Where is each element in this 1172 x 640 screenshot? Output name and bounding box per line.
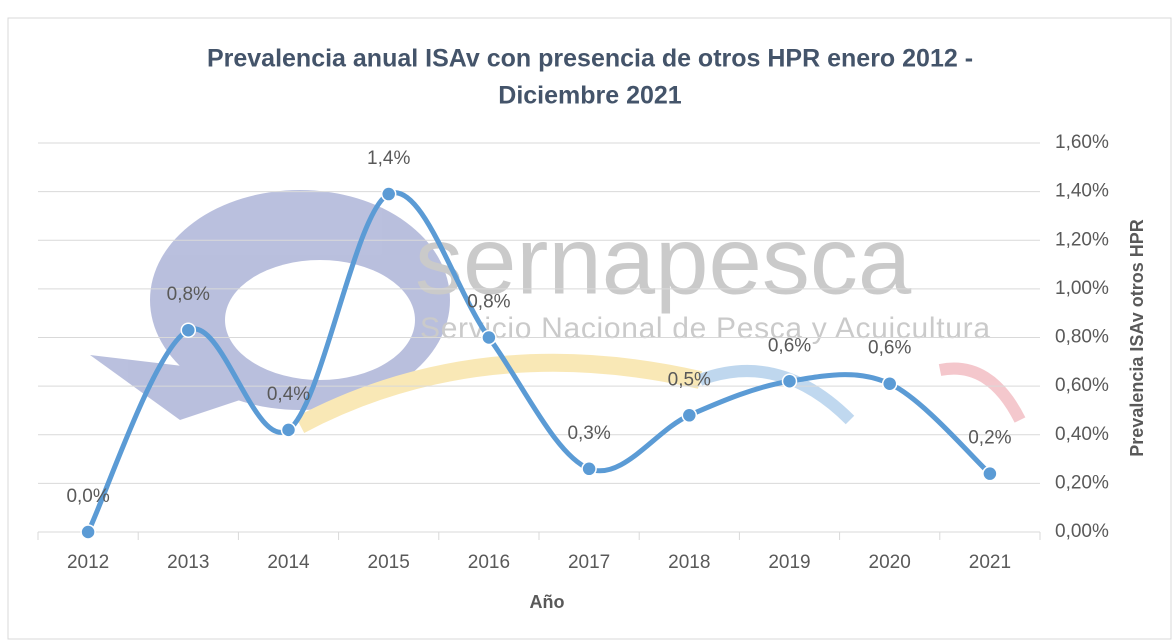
data-point [781,373,798,390]
watermark-name: sernapesca [415,207,912,314]
data-point [380,186,397,202]
watermark-wave [295,353,702,433]
x-tick-label: 2013 [167,552,209,573]
data-label: 0,2% [968,428,1011,449]
watermark-wave [938,362,1026,423]
x-tick-label: 2015 [368,552,410,573]
watermark-wave [697,365,855,425]
watermark-logo [90,355,300,420]
data-point [280,422,297,438]
x-tick-label: 2018 [668,552,710,573]
data-label: 0,6% [868,338,911,359]
data-label: 0,0% [66,486,109,507]
data-label: 0,3% [567,423,610,444]
data-label: 0,5% [668,369,711,390]
y-tick-label: 1,60% [1055,132,1109,153]
y-axis-title: Prevalencia ISAv otros HPR [1127,219,1147,456]
data-point [180,322,197,338]
chart-title: Prevalencia anual ISAv con presencia de … [207,45,973,73]
x-tick-label: 2014 [267,552,310,573]
data-point [681,407,698,424]
y-tick-label: 0,80% [1055,327,1109,348]
data-label: 0,4% [267,384,310,405]
data-point [881,375,898,392]
data-point [80,524,96,540]
x-tick-label: 2016 [468,552,510,573]
watermark-logo [225,260,415,380]
data-point [481,329,497,346]
x-tick-label: 2020 [869,552,911,573]
x-axis-title: Año [530,592,565,612]
data-point [982,465,998,482]
y-tick-label: 0,00% [1055,521,1109,542]
data-label: 0,6% [768,335,811,356]
x-tick-label: 2012 [67,552,109,573]
y-tick-label: 0,60% [1055,375,1109,396]
data-label: 1,4% [367,148,410,169]
y-tick-label: 1,20% [1055,229,1109,250]
chart-title: Diciembre 2021 [498,82,682,110]
data-label: 0,8% [167,284,210,305]
y-tick-label: 0,20% [1055,472,1109,493]
y-tick-label: 0,40% [1055,424,1109,445]
data-point [581,461,597,477]
x-tick-label: 2021 [969,552,1011,573]
data-label: 0,8% [467,292,510,313]
watermark-tagline: Servicio Nacional de Pesca y Acuicultura [420,312,990,345]
x-tick-label: 2019 [768,552,810,573]
y-tick-label: 1,40% [1055,181,1109,202]
x-tick-label: 2017 [568,552,610,573]
y-tick-label: 1,00% [1055,278,1109,299]
